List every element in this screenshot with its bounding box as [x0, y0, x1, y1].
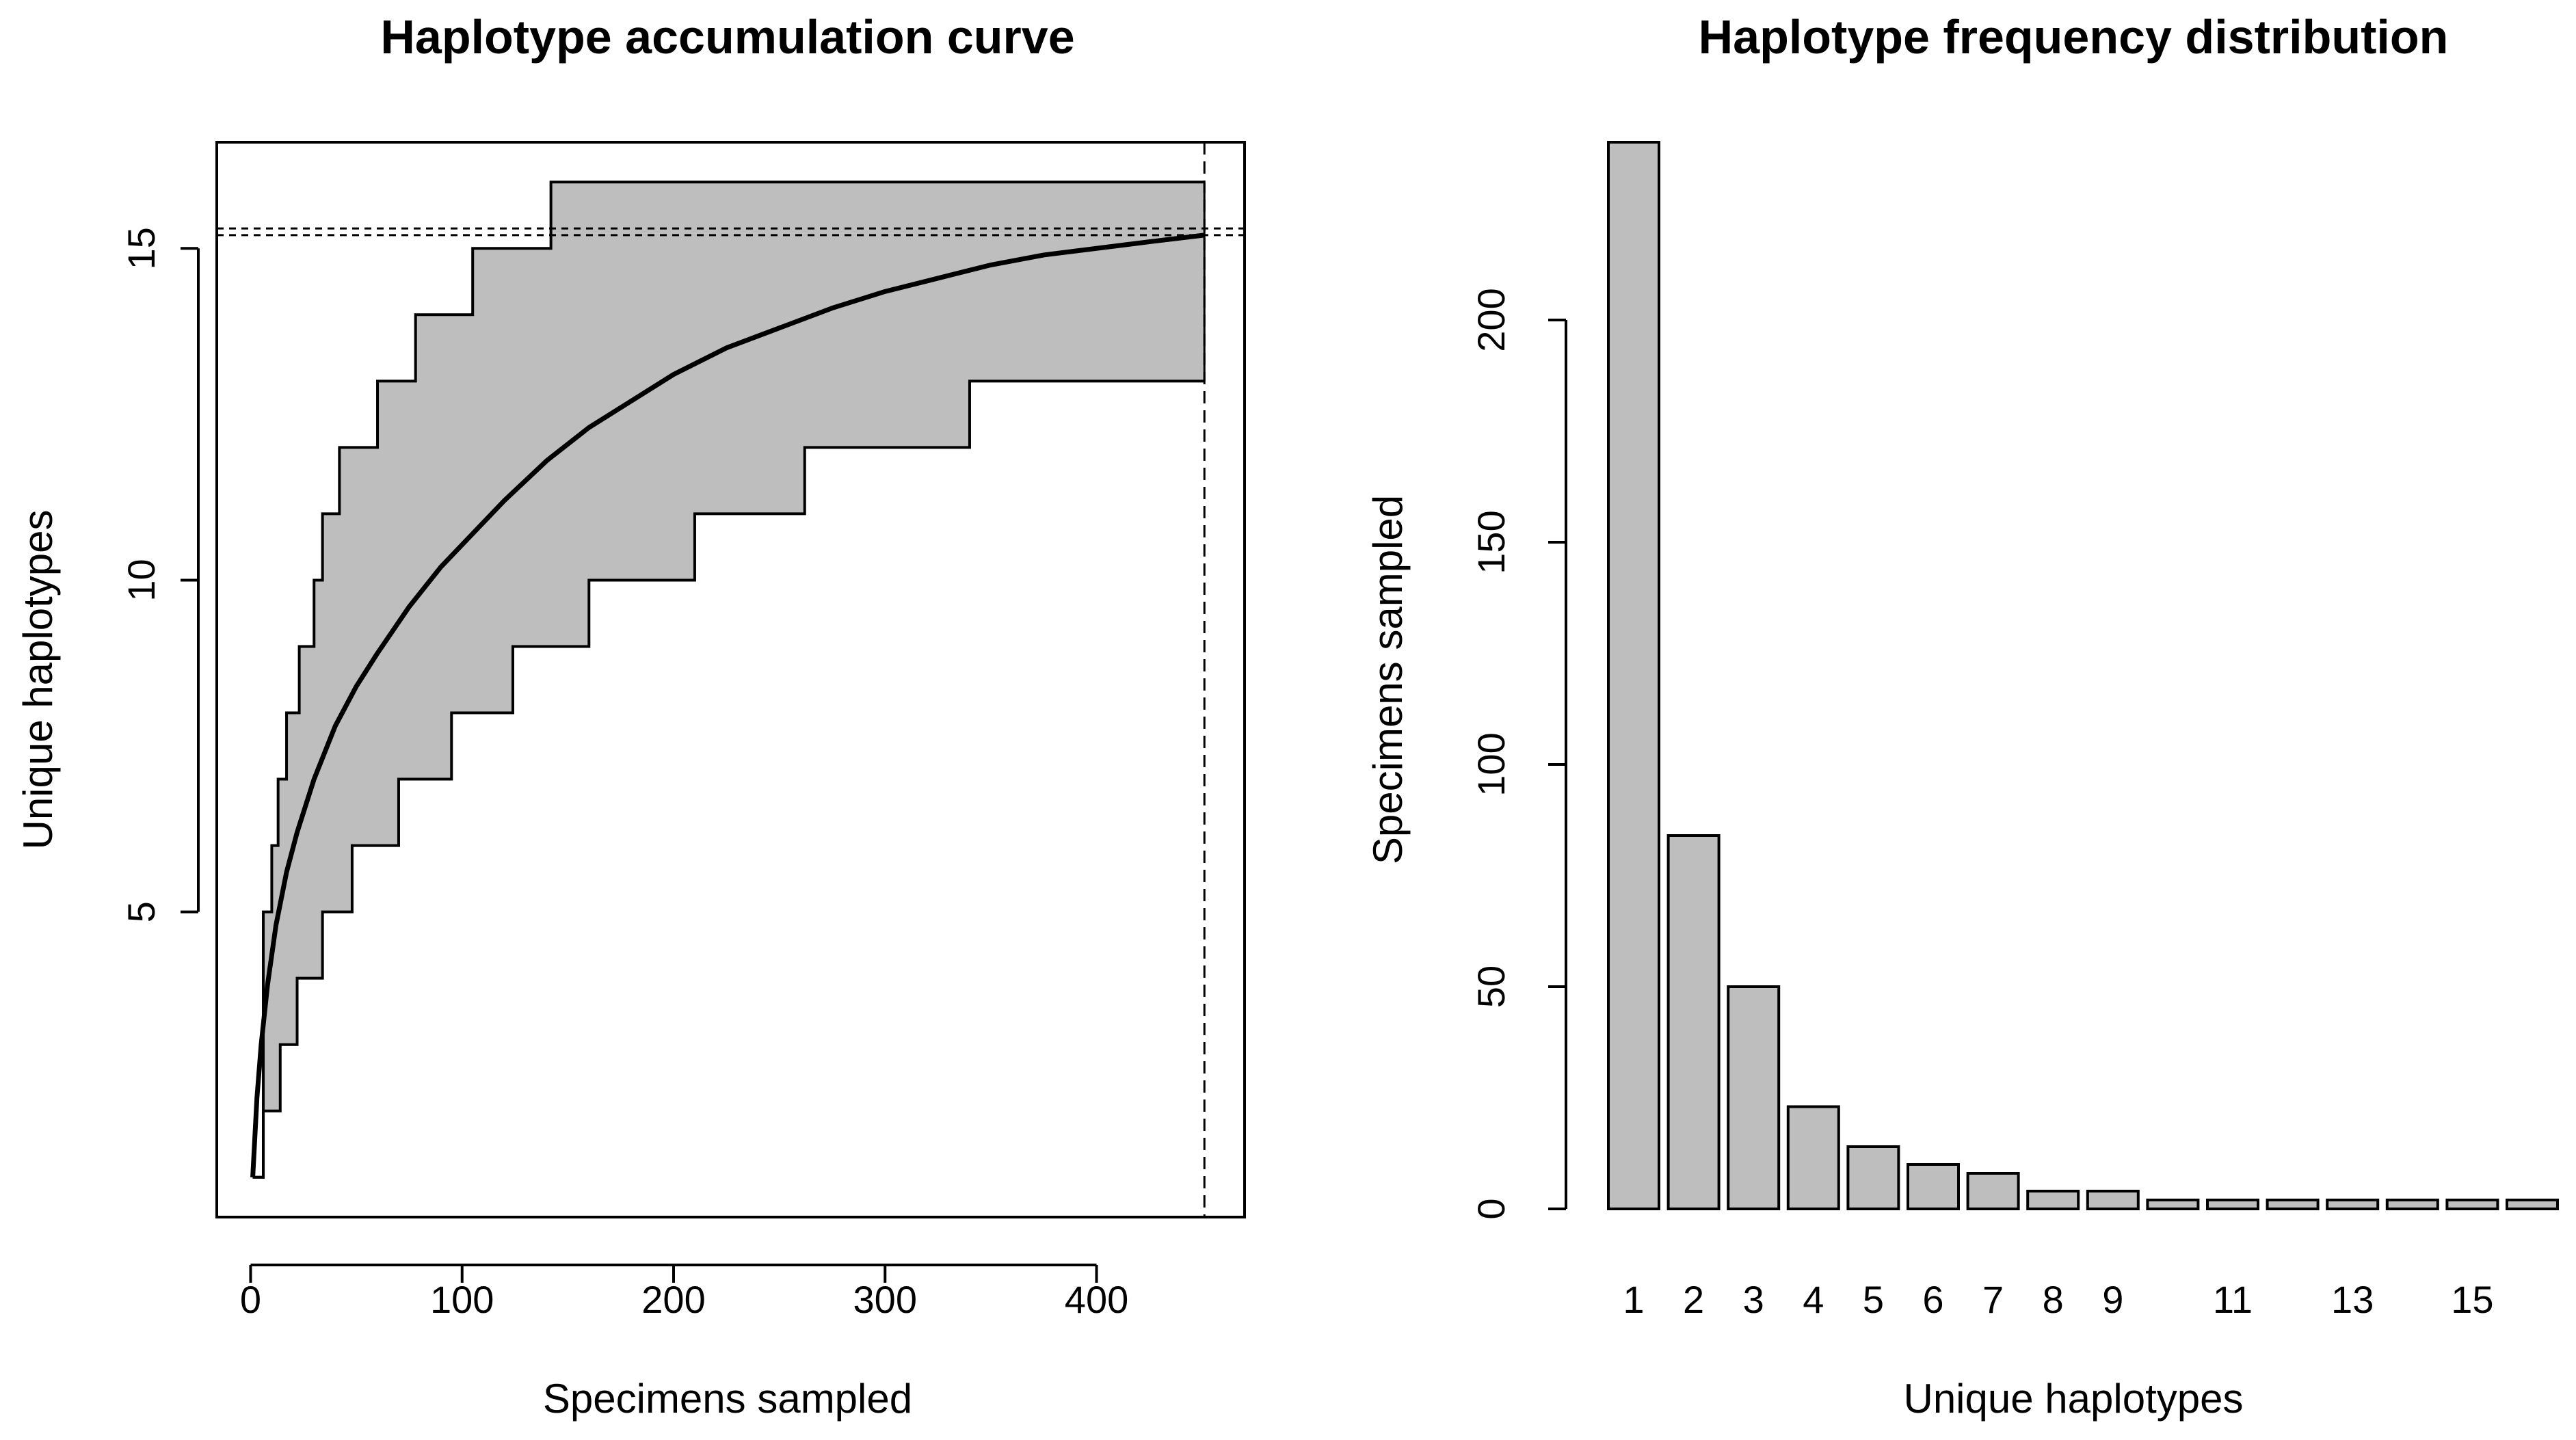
x-tick-label: 300: [853, 1278, 917, 1321]
y-tick-label: 100: [1470, 732, 1513, 796]
bar-10: [2146, 1199, 2200, 1210]
bar-4: [1786, 1105, 1840, 1210]
x-tick-label: 1: [1623, 1278, 1644, 1321]
frequency-y-label: Specimens sampled: [1365, 495, 1411, 864]
confidence-band: [252, 182, 1205, 1177]
frequency-x-label: Unique haplotypes: [1903, 1376, 2243, 1422]
mean-curve: [250, 232, 1205, 1177]
x-tick-label: 400: [1065, 1278, 1128, 1321]
bar-3: [1727, 985, 1781, 1210]
bar-2: [1667, 834, 1721, 1210]
x-tick-label: 100: [430, 1278, 494, 1321]
x-tick-label: 5: [1863, 1278, 1884, 1321]
bar-8: [2026, 1190, 2080, 1210]
y-tick-label: 200: [1470, 288, 1513, 351]
accumulation-title: Haplotype accumulation curve: [380, 10, 1074, 64]
accumulation-panel: Haplotype accumulation curve 0 100 200 300 4…: [15, 10, 1246, 1422]
x-tick-label: 4: [1803, 1278, 1824, 1321]
bar-9: [2086, 1190, 2140, 1210]
y-tick-label: 150: [1470, 510, 1513, 574]
frequency-x-axis: 1 2 3 4 5 6 7 8 9 11 13 15: [1623, 1278, 2493, 1321]
x-tick-label: 8: [2043, 1278, 2064, 1321]
frequency-bars: [1607, 141, 2559, 1210]
x-tick-label: 6: [1922, 1278, 1943, 1321]
accumulation-x-label: Specimens sampled: [543, 1376, 912, 1422]
bar-15: [2445, 1199, 2499, 1210]
bar-13: [2326, 1199, 2380, 1210]
bar-16: [2506, 1199, 2559, 1210]
y-tick-label: 5: [120, 901, 163, 922]
x-tick-label: 7: [1982, 1278, 2004, 1321]
accumulation-y-axis: 5 10 15: [120, 227, 200, 922]
accumulation-x-axis: 0 100 200 300 400: [240, 1264, 1128, 1321]
bar-12: [2266, 1199, 2320, 1210]
accumulation-plot-frame: [215, 141, 1246, 1218]
x-tick-label: 9: [2102, 1278, 2123, 1321]
accumulation-y-label: Unique haplotypes: [15, 509, 61, 849]
frequency-y-axis: 0 50 100 150 200: [1470, 288, 1567, 1220]
x-tick-label: 13: [2331, 1278, 2374, 1321]
bar-1: [1607, 141, 1660, 1210]
bar-14: [2385, 1199, 2439, 1210]
bar-7: [1966, 1172, 2020, 1210]
bar-6: [1907, 1163, 1960, 1210]
x-tick-label: 15: [2451, 1278, 2493, 1321]
x-tick-label: 200: [641, 1278, 705, 1321]
upper-bound-line: [252, 181, 1205, 1179]
y-tick-label: 0: [1470, 1198, 1513, 1219]
x-tick-label: 0: [240, 1278, 261, 1321]
y-tick-label: 50: [1470, 965, 1513, 1008]
x-tick-label: 2: [1683, 1278, 1704, 1321]
bar-11: [2206, 1199, 2259, 1210]
bar-5: [1846, 1145, 1900, 1210]
lower-bound-line: [252, 379, 1205, 1179]
accumulation-plot-area: [217, 142, 1245, 1217]
x-tick-label: 11: [2213, 1278, 2253, 1321]
y-tick-label: 10: [120, 559, 163, 601]
y-tick-label: 15: [120, 227, 163, 269]
x-tick-label: 3: [1743, 1278, 1764, 1321]
frequency-title: Haplotype frequency distribution: [1699, 10, 2449, 64]
